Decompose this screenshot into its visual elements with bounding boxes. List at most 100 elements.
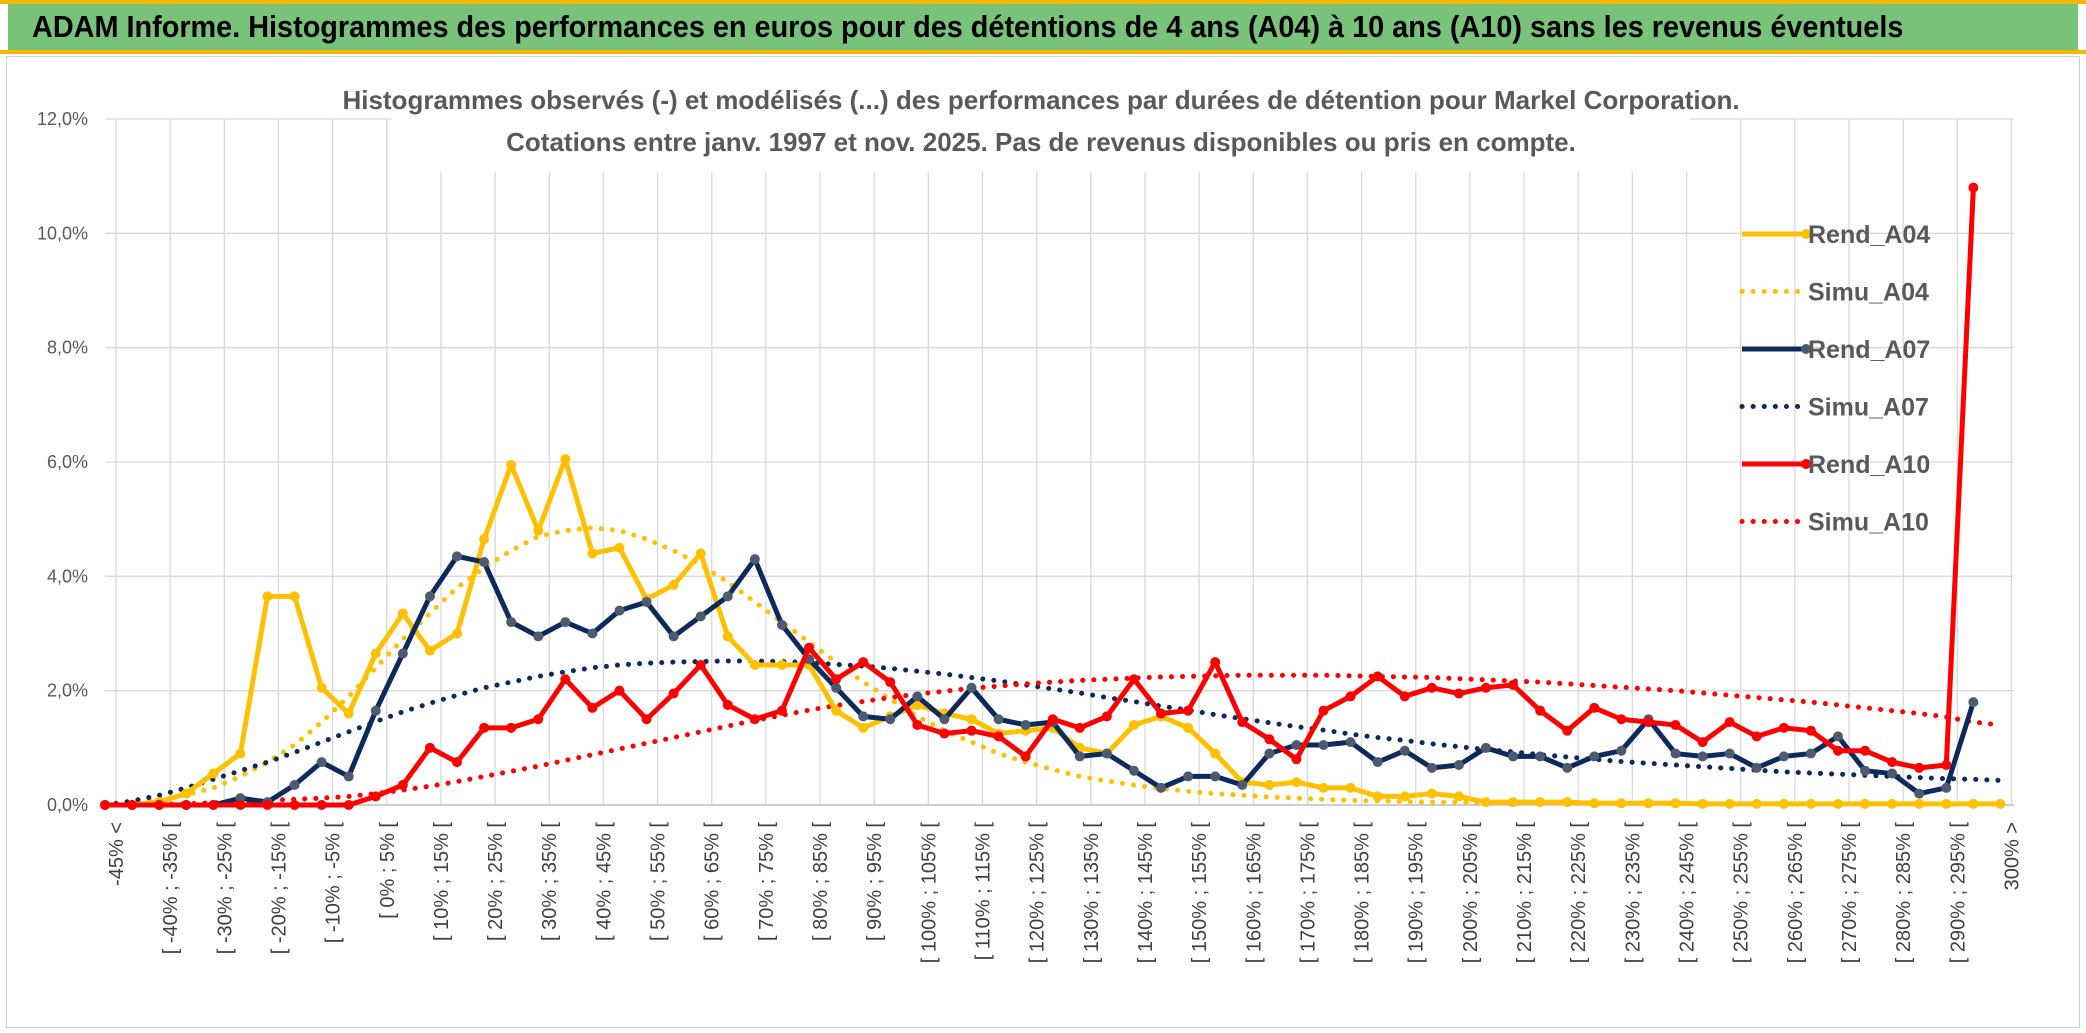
data-point bbox=[370, 791, 381, 802]
data-point bbox=[1778, 722, 1789, 733]
series-simu-a10 bbox=[102, 672, 2003, 808]
x-tick-label: [ -10% ; -5% [ bbox=[323, 822, 345, 944]
data-point bbox=[1941, 798, 1952, 809]
data-point bbox=[1697, 751, 1708, 762]
data-point bbox=[1805, 748, 1816, 759]
data-point bbox=[1805, 725, 1816, 736]
data-point bbox=[831, 682, 842, 693]
legend-marker bbox=[1801, 229, 1811, 239]
data-point bbox=[1914, 762, 1925, 773]
x-tick-label: [ -20% ; -15% [ bbox=[268, 822, 290, 955]
data-point bbox=[912, 719, 923, 730]
data-point bbox=[560, 617, 571, 628]
x-tick-label: [ 20% ; 25% [ bbox=[485, 822, 507, 941]
series-rend-a10 bbox=[100, 182, 1979, 810]
data-point bbox=[939, 728, 950, 739]
data-point bbox=[1426, 682, 1437, 693]
data-point bbox=[1453, 759, 1464, 770]
data-point bbox=[1589, 751, 1600, 762]
x-tick-label: [ 130% ; 135% [ bbox=[1081, 822, 1103, 964]
data-point bbox=[1237, 717, 1248, 728]
data-point bbox=[1426, 762, 1437, 773]
data-point bbox=[181, 788, 192, 799]
legend-label: Simu_A04 bbox=[1808, 279, 1929, 307]
series-simu-a07 bbox=[102, 658, 2003, 808]
data-point bbox=[1562, 797, 1573, 808]
data-point bbox=[1183, 705, 1194, 716]
data-point bbox=[831, 705, 842, 716]
data-point bbox=[1805, 798, 1816, 809]
data-point bbox=[289, 779, 300, 790]
x-tick-label: [ 90% ; 95% [ bbox=[864, 822, 886, 941]
data-point bbox=[452, 628, 463, 639]
data-point bbox=[127, 800, 138, 810]
x-tick-label: [ 140% ; 145% [ bbox=[1135, 822, 1157, 964]
x-tick-label: [ 40% ; 45% [ bbox=[593, 822, 615, 941]
data-point bbox=[695, 611, 706, 622]
data-point bbox=[100, 800, 110, 810]
legend-marker bbox=[1801, 459, 1811, 469]
x-tick-label: [ 150% ; 155% [ bbox=[1189, 822, 1211, 964]
data-point bbox=[1616, 798, 1627, 809]
data-point bbox=[560, 674, 571, 685]
data-point bbox=[912, 699, 923, 710]
x-tick-label: [ 190% ; 195% [ bbox=[1406, 822, 1428, 964]
data-point bbox=[1697, 737, 1708, 748]
x-tick-label: [ 80% ; 85% [ bbox=[810, 822, 832, 941]
data-point bbox=[641, 597, 652, 608]
data-point bbox=[1860, 745, 1871, 756]
data-point bbox=[1968, 697, 1979, 708]
data-point bbox=[614, 605, 625, 616]
data-point bbox=[424, 591, 435, 602]
legend-label: Rend_A04 bbox=[1808, 221, 1930, 249]
data-point bbox=[1941, 759, 1952, 770]
data-point bbox=[776, 619, 787, 630]
x-tick-label: [ 280% ; 285% [ bbox=[1893, 822, 1915, 964]
x-tick-label: [ 120% ; 125% [ bbox=[1027, 822, 1049, 964]
series-group bbox=[100, 182, 2006, 810]
data-point bbox=[966, 725, 977, 736]
x-tick-label: [ 10% ; 15% [ bbox=[431, 822, 453, 941]
series-simu-a04 bbox=[102, 525, 2003, 808]
data-point bbox=[1156, 782, 1167, 793]
x-tick-label: [ 60% ; 65% [ bbox=[702, 822, 724, 941]
data-point bbox=[1778, 751, 1789, 762]
data-point bbox=[1670, 798, 1681, 809]
data-point bbox=[1101, 711, 1112, 722]
legend-item-simu-a04: Simu_A04 bbox=[1739, 279, 1929, 307]
x-tick-label: [ 70% ; 75% [ bbox=[756, 822, 778, 941]
data-point bbox=[858, 657, 869, 668]
legend-item-simu-a10: Simu_A10 bbox=[1739, 509, 1929, 537]
data-point bbox=[316, 757, 327, 768]
data-point bbox=[1453, 688, 1464, 699]
data-point bbox=[1643, 798, 1654, 809]
data-point bbox=[1399, 791, 1410, 802]
data-point bbox=[1535, 705, 1546, 716]
data-point bbox=[1832, 745, 1843, 756]
data-point bbox=[1480, 742, 1491, 753]
data-point bbox=[479, 722, 490, 733]
data-point bbox=[1887, 757, 1898, 768]
data-point bbox=[1020, 751, 1031, 762]
data-point bbox=[1616, 714, 1627, 725]
data-point bbox=[1291, 754, 1302, 765]
data-point bbox=[1372, 671, 1383, 682]
data-point bbox=[452, 551, 463, 562]
data-point bbox=[831, 674, 842, 685]
data-point bbox=[343, 800, 354, 810]
data-point bbox=[966, 682, 977, 693]
data-point bbox=[533, 631, 544, 642]
data-point bbox=[722, 631, 733, 642]
x-tick-label: [ 100% ; 105% [ bbox=[918, 822, 940, 964]
data-point bbox=[587, 548, 598, 559]
y-tick-label: 6,0% bbox=[47, 452, 88, 472]
data-point bbox=[479, 534, 490, 545]
data-point bbox=[1995, 798, 2006, 809]
data-point bbox=[506, 459, 517, 470]
chart-title: Histogrammes observés (-) et modélisés (… bbox=[342, 85, 1739, 115]
data-point bbox=[804, 642, 815, 653]
data-point bbox=[1670, 748, 1681, 759]
series-line-rend-a07 bbox=[105, 553, 1976, 808]
data-point bbox=[1318, 739, 1329, 750]
